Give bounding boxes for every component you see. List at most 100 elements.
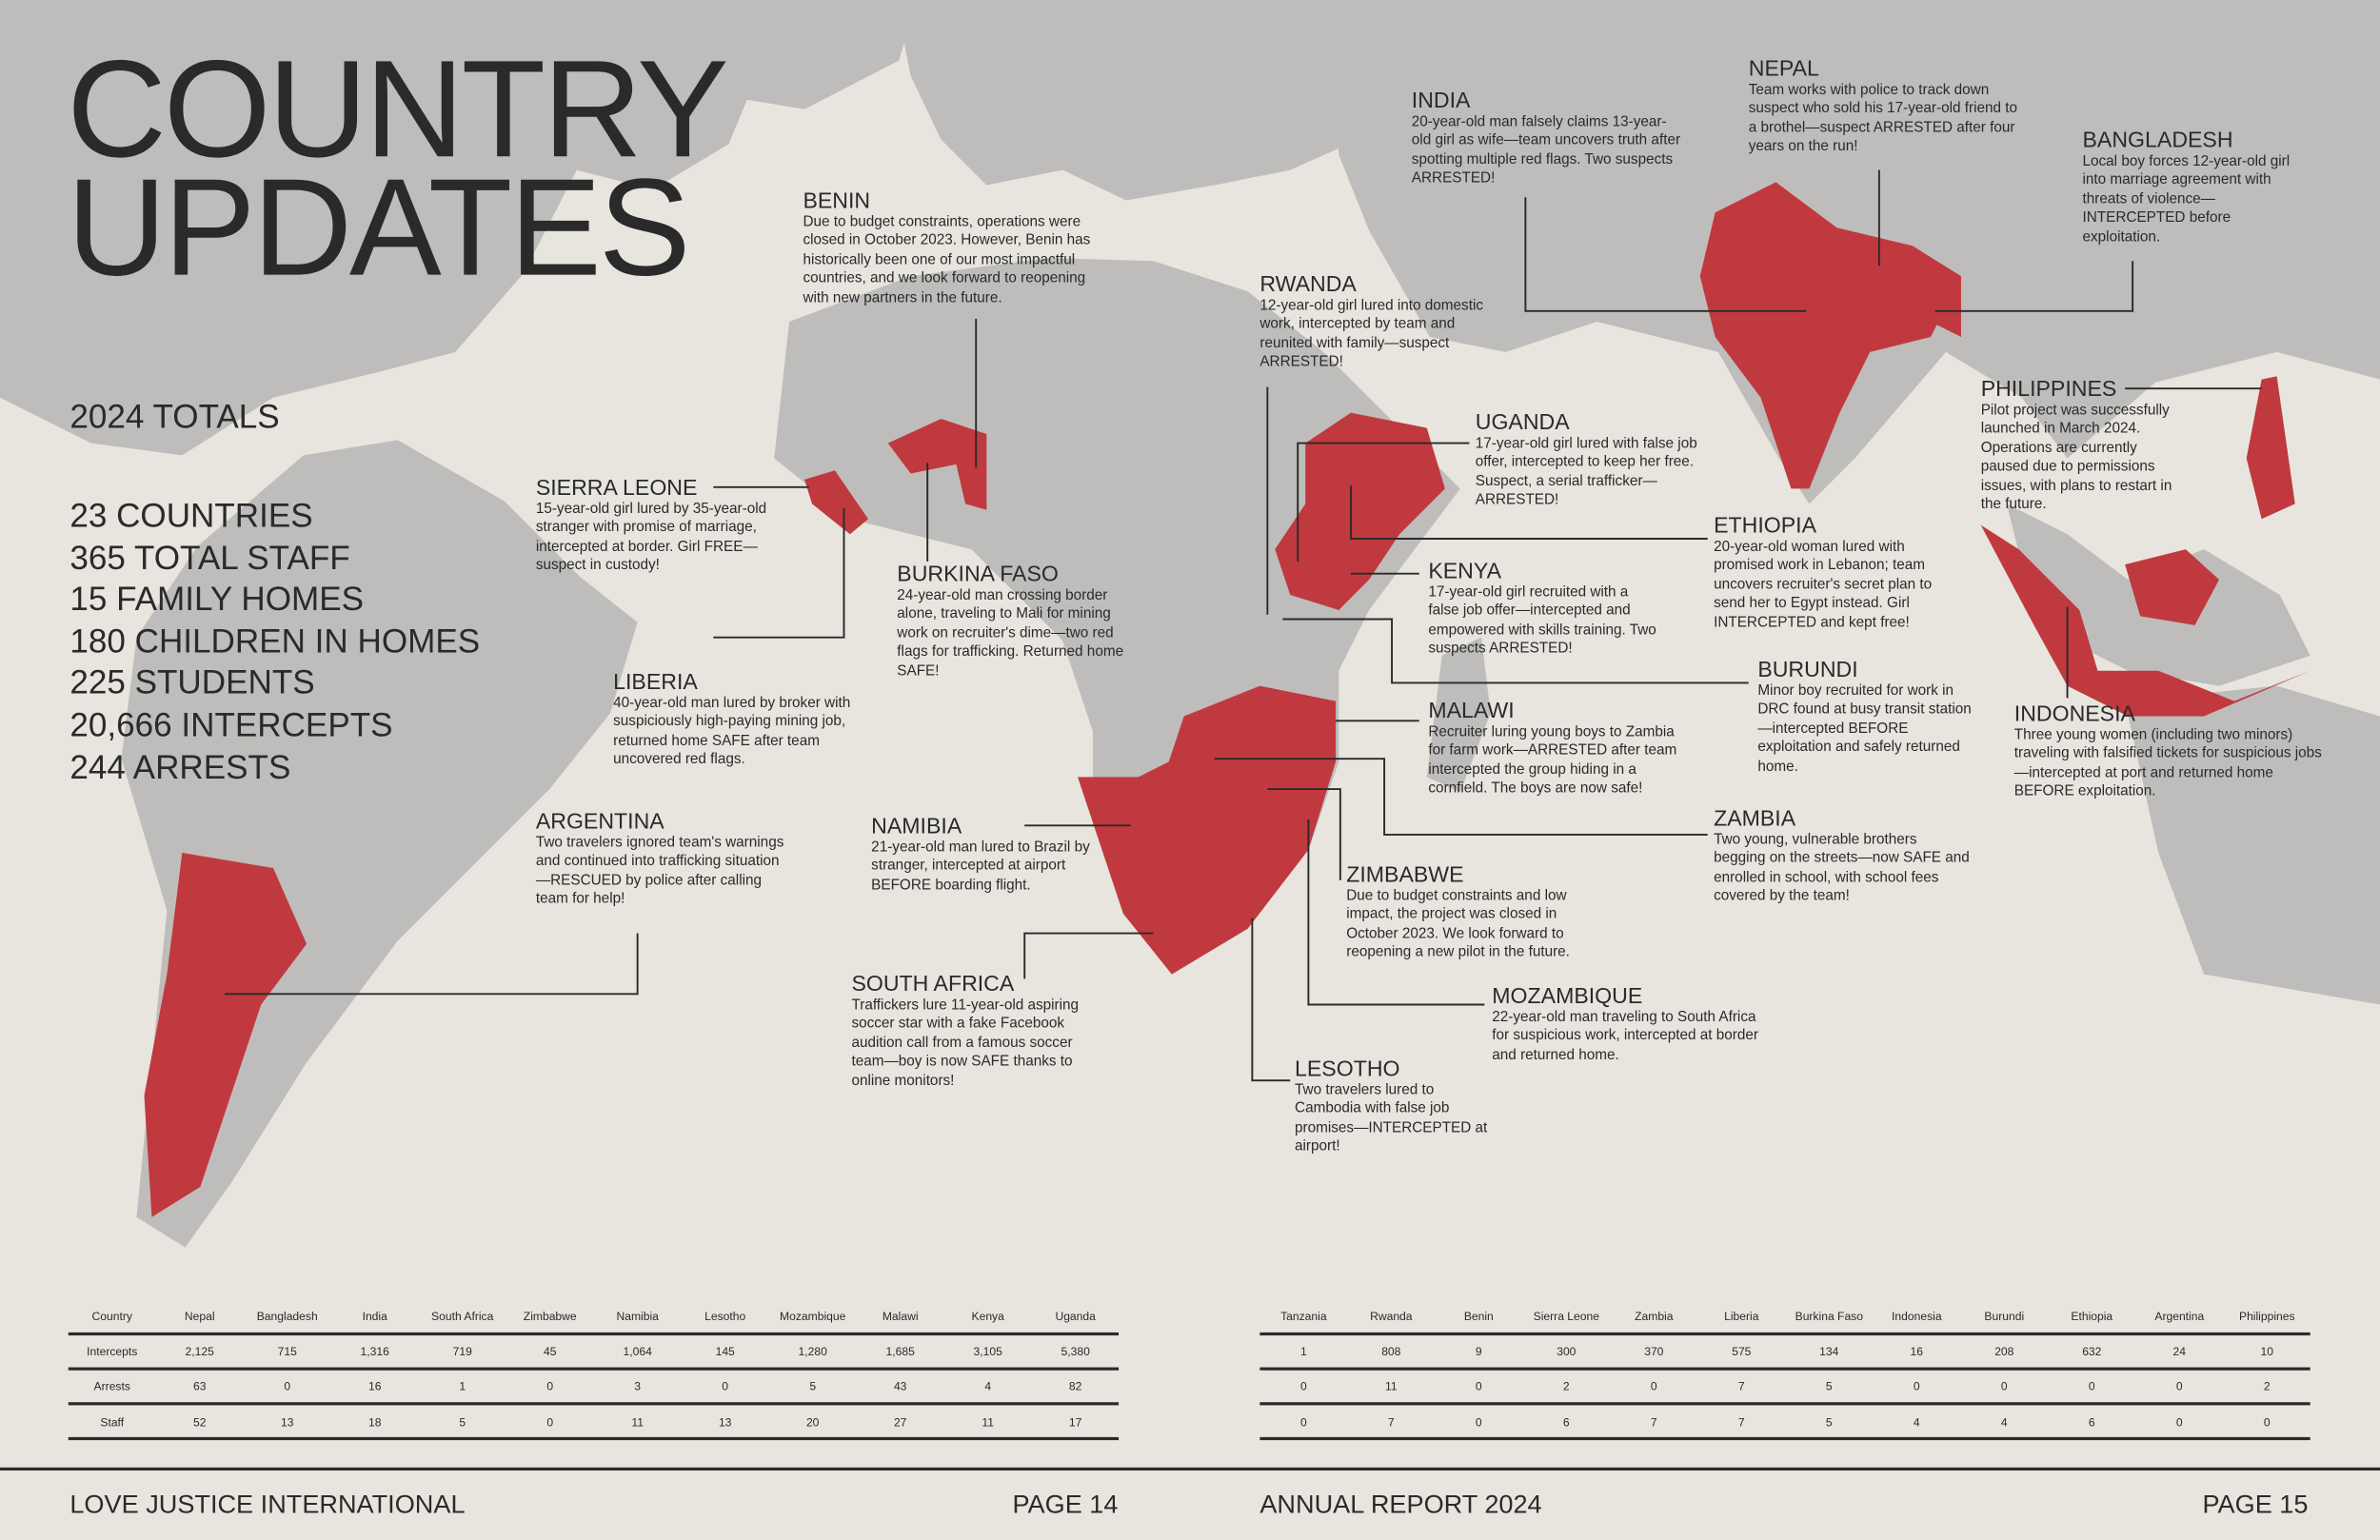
callout-text: Team works with police to track down sus… [1748, 82, 2018, 155]
callout-text: 40-year-old man lured by broker with sus… [613, 695, 851, 769]
table-cell: 7 [1737, 1379, 1745, 1394]
footer-page: PAGE 14 [1012, 1490, 1119, 1519]
table-cell: 0 [284, 1379, 291, 1394]
table-cell: 1,280 [798, 1344, 827, 1358]
table-cell: 2,125 [185, 1344, 214, 1358]
table-cell: 715 [277, 1344, 297, 1358]
callout: BURKINA FASO 24-year-old man crossing bor… [897, 563, 1140, 681]
callout: LIBERIA 40-year-old man lured by broker w… [613, 672, 883, 770]
title-line: UPDATES [67, 151, 690, 306]
callout: PHILIPPINES Pilot project was successfull… [1980, 378, 2181, 516]
leader [1524, 197, 1807, 312]
callout: NEPAL Team works with police to track dow… [1748, 58, 2025, 157]
callout-text: 17-year-old girl lured with false job of… [1475, 435, 1697, 509]
callout: BURUNDI Minor boy recruited for work in D… [1757, 658, 1985, 778]
table-cell: 11 [1385, 1379, 1398, 1394]
south-america [121, 440, 638, 1248]
table-header-cell: Liberia [1724, 1309, 1759, 1324]
table-cell: 3,105 [973, 1344, 1002, 1358]
europe [895, 0, 1400, 201]
callout-country: INDONESIA [2013, 702, 2135, 727]
table-cell: 145 [715, 1344, 735, 1358]
table-header-cell: Philippines [2238, 1309, 2295, 1324]
table-cell: 5,380 [1061, 1344, 1090, 1358]
callout-text: Minor boy recruited for work in DRC foun… [1757, 682, 1972, 776]
table-cell: 2 [2263, 1379, 2271, 1394]
argentina-shape [144, 853, 307, 1217]
table-cell: 6 [1562, 1414, 1570, 1430]
total-item: 180 CHILDREN IN HOMES [69, 622, 481, 661]
callout-country: BURUNDI [1757, 658, 1858, 683]
callout-text: 24-year-old man crossing border alone, t… [897, 587, 1124, 680]
callout-country: SOUTH AFRICA [851, 973, 1015, 997]
table-cell: 52 [192, 1414, 207, 1430]
callout-text: 20-year-old man falsely claims 13-year-o… [1411, 113, 1681, 188]
callout-text: Local boy forces 12-year-old girl into m… [2082, 153, 2291, 246]
table-cell: 82 [1068, 1379, 1082, 1394]
table-rule [68, 1332, 1120, 1335]
callout-country: PHILIPPINES [1980, 378, 2117, 403]
table-header-cell: Mozambique [780, 1309, 846, 1324]
table-rule [68, 1436, 1120, 1440]
table-rule [1259, 1436, 2311, 1440]
table-header-cell: Kenya [971, 1309, 1004, 1324]
table-cell: 0 [546, 1414, 554, 1430]
callout-country: UGANDA [1475, 411, 1570, 436]
callout-country: ETHIOPIA [1714, 514, 1816, 540]
table-cell: 2 [1562, 1379, 1570, 1394]
table-cell: 45 [543, 1344, 557, 1358]
callout: ETHIOPIA 20-year-old woman lured with pro… [1714, 514, 1964, 633]
totals-heading: 2024 TOTALS [69, 397, 280, 436]
table-cell: 11 [631, 1414, 644, 1430]
table-cell: 1,316 [360, 1344, 389, 1358]
table-cell: 575 [1732, 1344, 1752, 1358]
footer-page: PAGE 15 [2202, 1490, 2309, 1519]
page-title: COUNTRY UPDATES [67, 41, 729, 306]
callout-text: Due to budget constraints and low impact… [1346, 887, 1570, 961]
table-header-cell: India [362, 1309, 387, 1324]
footer-org: LOVE JUSTICE INTERNATIONAL [69, 1490, 466, 1519]
table-cell: 0 [2175, 1379, 2183, 1394]
leader [1297, 442, 1470, 562]
callout-country: ZAMBIA [1714, 807, 1796, 832]
callout: ZIMBABWE Due to budget constraints and lo… [1346, 863, 1601, 963]
leader [1023, 932, 1154, 979]
table-cell: 7 [1387, 1414, 1395, 1430]
callout-country: ZIMBABWE [1346, 863, 1464, 888]
callout-text: Traffickers lure 11-year-old aspiring so… [851, 997, 1080, 1090]
callout: ARGENTINA Two travelers ignored team's wa… [536, 811, 791, 910]
table-header-cell: Zambia [1635, 1309, 1674, 1324]
callout: INDIA 20-year-old man falsely claims 13-y… [1411, 89, 1685, 189]
table-cell: 4 [1913, 1414, 1920, 1430]
callout: MALAWI Recruiter luring young boys to Zam… [1428, 701, 1689, 800]
table-cell: 370 [1644, 1344, 1664, 1358]
callout: MOZAMBIQUE 22-year-old man traveling to S… [1492, 986, 1768, 1065]
callout-text: Three young women (including two minors)… [2013, 726, 2322, 800]
table-cell: 13 [280, 1414, 294, 1430]
callout-country: MALAWI [1428, 700, 1515, 724]
callout-country: BURKINA FASO [897, 563, 1059, 588]
table-cell: Arrests [93, 1379, 130, 1394]
callout: BENIN Due to budget constraints, operatio… [803, 190, 1114, 308]
leader [1214, 758, 1708, 836]
table-cell: Intercepts [87, 1344, 138, 1358]
footer-rule [0, 1467, 2380, 1471]
table-cell: 7 [1650, 1414, 1657, 1430]
callout-text: 22-year-old man traveling to South Afric… [1492, 1009, 1759, 1064]
table-header-cell: Ethiopia [2071, 1309, 2113, 1324]
greenland [576, 0, 919, 109]
callout-country: RWANDA [1259, 272, 1357, 298]
callout-text: Due to budget constraints, operations we… [803, 213, 1091, 306]
callout: RWANDA 12-year-old girl lured into domest… [1259, 272, 1484, 373]
north-america [0, 0, 767, 456]
leader [1267, 788, 1341, 880]
table-cell: 9 [1475, 1344, 1482, 1358]
callout-country: INDIA [1411, 89, 1471, 114]
callout: SIERRA LEONE 15-year-old girl lured by 35… [536, 477, 791, 576]
table-cell: 43 [893, 1379, 907, 1394]
callout: INDONESIA Three young women (including tw… [2013, 702, 2330, 802]
table-cell: 24 [2172, 1344, 2187, 1358]
leader [1282, 618, 1749, 684]
table-cell: 6 [2088, 1414, 2095, 1430]
